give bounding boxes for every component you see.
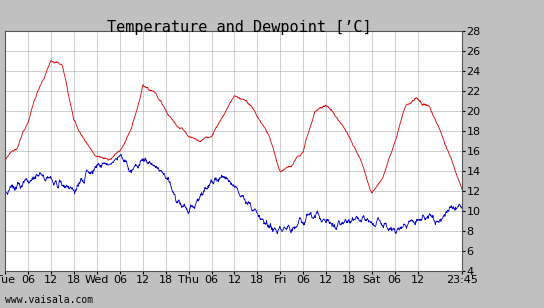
Text: www.vaisala.com: www.vaisala.com xyxy=(5,295,94,305)
Text: Temperature and Dewpoint [’C]: Temperature and Dewpoint [’C] xyxy=(107,20,372,35)
